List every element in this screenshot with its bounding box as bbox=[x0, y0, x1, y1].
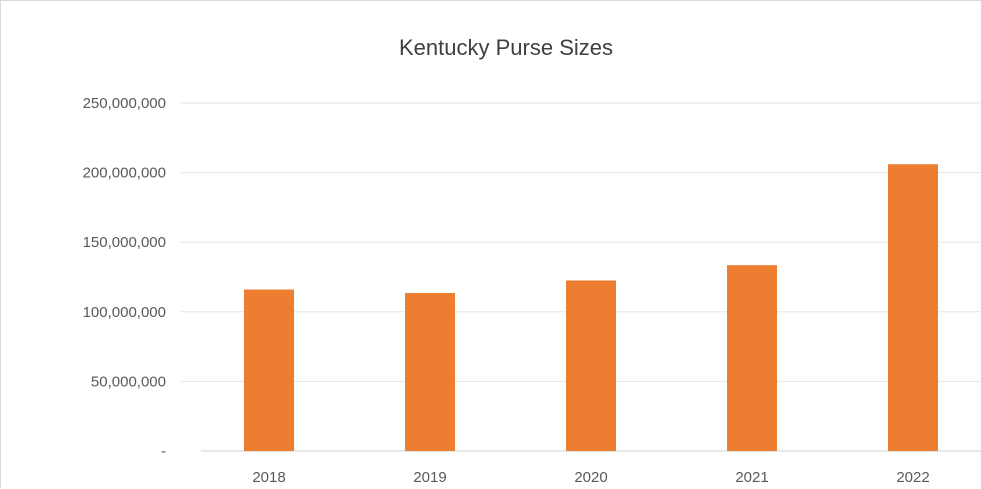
bars bbox=[244, 164, 938, 451]
y-tick-label: - bbox=[161, 443, 166, 460]
y-tick-label: 200,000,000 bbox=[83, 165, 166, 182]
x-tick-label: 2022 bbox=[896, 469, 929, 486]
y-axis-tick-labels: - 50,000,000 100,000,000 150,000,000 200,000… bbox=[83, 95, 166, 460]
y-tick-label: 50,000,000 bbox=[91, 373, 166, 390]
bar-2018 bbox=[244, 290, 294, 451]
x-tick-label: 2018 bbox=[252, 469, 285, 486]
chart-title: Kentucky Purse Sizes bbox=[399, 35, 613, 60]
bar-2022 bbox=[888, 164, 938, 451]
x-tick-label: 2019 bbox=[413, 469, 446, 486]
x-tick-label: 2021 bbox=[735, 469, 768, 486]
y-tick-label: 250,000,000 bbox=[83, 95, 166, 112]
y-tick-label: 150,000,000 bbox=[83, 234, 166, 251]
x-tick-label: 2020 bbox=[574, 469, 607, 486]
x-axis-tick-labels: 2018 2019 2020 2021 2022 bbox=[252, 469, 929, 486]
bar-2020 bbox=[566, 280, 616, 451]
bar-2019 bbox=[405, 293, 455, 451]
bar-2021 bbox=[727, 265, 777, 451]
y-tick-label: 100,000,000 bbox=[83, 304, 166, 321]
